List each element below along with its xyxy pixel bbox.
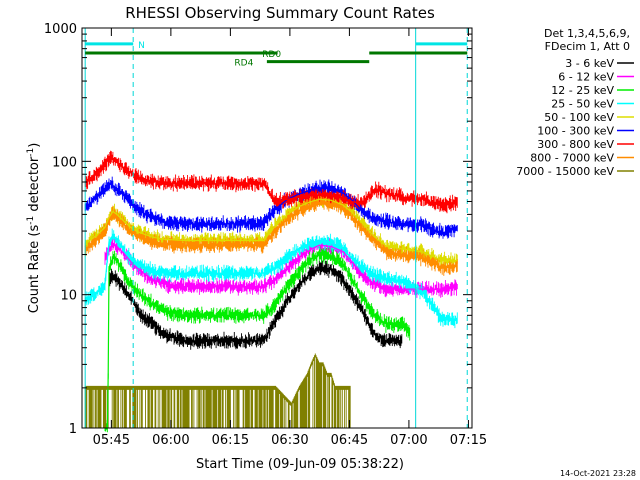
series-line-5 <box>84 182 458 234</box>
legend-entry-label: 800 - 7000 keV <box>530 152 614 165</box>
flag-label-n: N <box>138 41 145 51</box>
legend-entry-label: 100 - 300 keV <box>537 125 614 138</box>
series-line-0 <box>108 266 402 342</box>
x-tick-label: 05:45 <box>93 433 130 448</box>
legend: Det 1,3,4,5,6,9,FDecim 1, Att 0 3 - 6 keV… <box>516 27 634 178</box>
legend-entry-label: 6 - 12 keV <box>558 71 614 84</box>
flag-boundary-lines <box>84 28 468 428</box>
y-tick-label: 10 <box>60 289 77 304</box>
plot-frame <box>81 27 473 429</box>
x-tick-label: 07:15 <box>450 433 487 448</box>
series-lines <box>84 157 458 429</box>
legend-entry-label: 3 - 6 keV <box>565 57 614 70</box>
legend-header: FDecim 1, Att 0 <box>545 40 630 53</box>
x-tick-label: 06:45 <box>331 433 368 448</box>
series-line-1 <box>104 243 458 290</box>
x-tick-label: 06:00 <box>152 433 189 448</box>
legend-entry-label: 300 - 800 keV <box>537 138 614 151</box>
y-tick-label: 1000 <box>44 22 77 37</box>
legend-entry-label: 12 - 25 keV <box>551 84 614 97</box>
x-tick-label: 06:15 <box>212 433 249 448</box>
series-line-6 <box>84 157 458 207</box>
flag-label-rd0: RD0 <box>262 50 281 60</box>
series-line-2 <box>105 253 411 429</box>
series-line-8 <box>85 354 351 406</box>
x-axis-label: Start Time (09-Jun-09 05:38:22) <box>196 457 404 472</box>
legend-entry-label: 50 - 100 keV <box>544 111 614 124</box>
series-line-3 <box>84 233 458 321</box>
series-line-4 <box>84 198 458 262</box>
y-axis-label: Count Rate (s-1 detector-1) <box>26 143 42 314</box>
chart-title: RHESSI Observing Summary Count Rates <box>125 4 435 22</box>
y-tick-label: 1 <box>69 422 77 437</box>
x-tick-label: 07:00 <box>390 433 427 448</box>
legend-entry-label: 7000 - 15000 keV <box>516 165 614 178</box>
y-tick-label: 100 <box>52 155 77 170</box>
status-flags: N RD0 RD4 <box>85 41 468 69</box>
timestamp: 14-Oct-2021 23:28 <box>560 469 636 478</box>
axes: 05:45 06:00 06:15 06:30 06:45 07:00 07:15 1 10 10… <box>44 22 487 448</box>
legend-entry-label: 25 - 50 keV <box>551 98 614 111</box>
series-line-7 <box>84 201 458 269</box>
flag-label-rd4: RD4 <box>234 59 253 69</box>
x-tick-label: 06:30 <box>271 433 308 448</box>
legend-header: Det 1,3,4,5,6,9, <box>544 27 630 40</box>
